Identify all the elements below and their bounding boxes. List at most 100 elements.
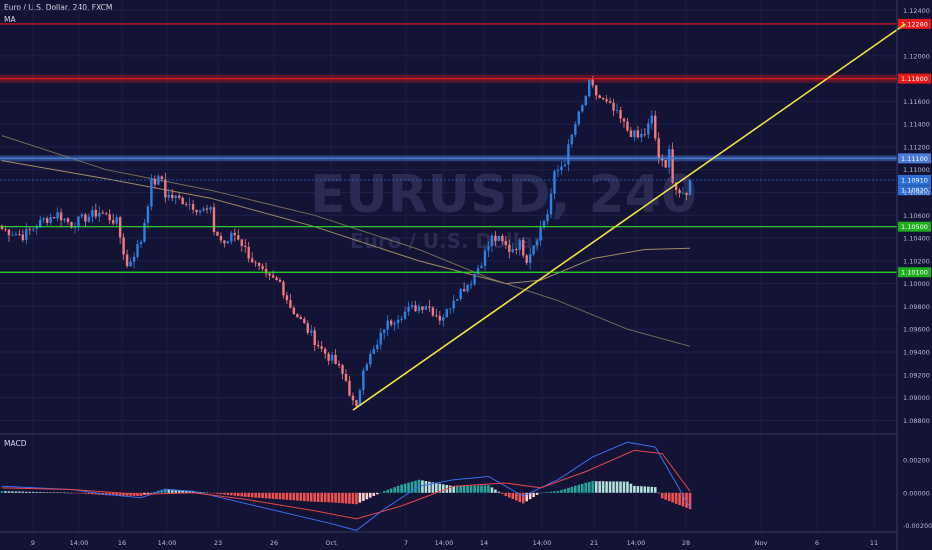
- level-price-tag: [898, 153, 931, 164]
- candle-body: [640, 133, 643, 138]
- candle-body: [421, 306, 424, 310]
- candle-body: [323, 348, 327, 354]
- candle-body: [257, 262, 261, 266]
- macd-histogram-bar: [605, 481, 608, 493]
- ma-indicator-label[interactable]: MA: [4, 15, 16, 24]
- candle-body: [21, 234, 25, 241]
- candle-body: [542, 221, 546, 228]
- macd-histogram-bar: [18, 491, 21, 493]
- macd-histogram-bar: [435, 483, 438, 493]
- candle-body: [417, 306, 421, 312]
- macd-histogram-bar: [233, 492, 237, 496]
- macd-pane[interactable]: [0, 441, 692, 531]
- macd-histogram-bar: [372, 492, 376, 496]
- candle-body: [230, 232, 233, 242]
- moving-average-line: [1, 160, 691, 285]
- macd-histogram-bar: [514, 492, 518, 501]
- macd-histogram-bar: [7, 491, 11, 493]
- candle-body: [466, 284, 469, 292]
- macd-histogram-bar: [122, 492, 125, 496]
- macd-histogram-bar: [528, 492, 532, 500]
- candle-body: [414, 305, 417, 312]
- candle-body: [508, 245, 511, 252]
- macd-label[interactable]: MACD: [4, 439, 27, 448]
- candle-body: [299, 317, 303, 319]
- macd-histogram-bar: [688, 492, 692, 510]
- macd-histogram-bar: [167, 488, 171, 493]
- candle-body: [435, 315, 438, 317]
- macd-histogram-bar: [77, 492, 80, 494]
- candle-body: [626, 121, 629, 131]
- macd-histogram-bar: [407, 482, 410, 493]
- level-price-tag: [898, 73, 931, 84]
- candle-body: [115, 217, 118, 224]
- candle-body: [501, 235, 504, 242]
- macd-histogram-bar: [403, 483, 407, 493]
- candle-body: [98, 212, 101, 217]
- macd-histogram-bar: [685, 492, 688, 508]
- macd-histogram-bar: [584, 482, 588, 493]
- time-tick-label: 14:00: [70, 539, 89, 547]
- time-tick-label: 14:00: [627, 539, 646, 547]
- candle-body: [164, 179, 167, 198]
- macd-histogram-bar: [313, 492, 317, 502]
- macd-histogram-bar: [330, 492, 334, 503]
- candle-body: [59, 212, 63, 221]
- candle-body: [654, 115, 657, 139]
- candle-body: [205, 208, 209, 210]
- candle-body: [195, 209, 198, 213]
- candle-body: [518, 239, 521, 251]
- macd-histogram-bar: [553, 491, 556, 493]
- macd-histogram-bar: [4, 491, 7, 493]
- macd-histogram-bar: [653, 487, 657, 493]
- candle-body: [553, 171, 556, 194]
- macd-histogram-bar: [441, 484, 445, 493]
- candle-body: [28, 229, 31, 231]
- candle-body: [560, 166, 563, 171]
- macd-histogram-bar: [667, 492, 671, 502]
- candle-body: [459, 289, 462, 300]
- candle-body: [157, 176, 160, 185]
- macd-histogram-bar: [351, 492, 355, 504]
- macd-histogram-bar: [129, 492, 132, 496]
- level-price-label: 1.10100: [901, 269, 928, 277]
- macd-histogram-bar: [282, 492, 285, 500]
- macd-histogram-bar: [125, 492, 129, 496]
- price-tick-label: 1.09800: [903, 303, 930, 311]
- candle-body: [424, 306, 428, 310]
- candle-body: [11, 235, 14, 236]
- candle-body: [327, 353, 330, 361]
- levels[interactable]: 1.12280 1.11800 1.11100 1.10500 1.10100 1.109…: [0, 18, 931, 278]
- time-tick-label: 14: [480, 539, 488, 547]
- macd-histogram-bar: [549, 491, 553, 493]
- macd-histogram-bar: [341, 492, 344, 504]
- candle-body: [348, 380, 351, 396]
- macd-histogram-bar: [264, 492, 268, 499]
- candle-body: [445, 309, 448, 318]
- candles[interactable]: [0, 76, 692, 409]
- trendline-group[interactable]: [352, 23, 906, 411]
- macd-histogram-bar: [681, 492, 685, 507]
- macd-histogram-bar: [358, 492, 362, 503]
- macd-histogram-bar: [181, 490, 184, 493]
- macd-histogram-bar: [0, 491, 4, 493]
- candle-body: [87, 216, 91, 222]
- macd-histogram-bar: [501, 492, 504, 494]
- candle-body: [160, 176, 164, 180]
- macd-histogram-bar: [153, 491, 157, 493]
- candle-body: [581, 105, 584, 112]
- candle-body: [146, 206, 150, 223]
- candle-body: [254, 262, 257, 264]
- macd-histogram-bar: [240, 492, 244, 497]
- macd-histogram-bar: [521, 492, 525, 504]
- macd-histogram-bar: [323, 492, 327, 503]
- macd-histogram-bar: [570, 486, 574, 493]
- candle-body: [73, 227, 77, 229]
- macd-histogram-bar: [494, 489, 497, 493]
- price-tick-label: 1.10000: [903, 280, 930, 288]
- candle-body: [209, 207, 212, 210]
- macd-histogram-bar: [337, 492, 341, 503]
- candle-body: [320, 346, 323, 349]
